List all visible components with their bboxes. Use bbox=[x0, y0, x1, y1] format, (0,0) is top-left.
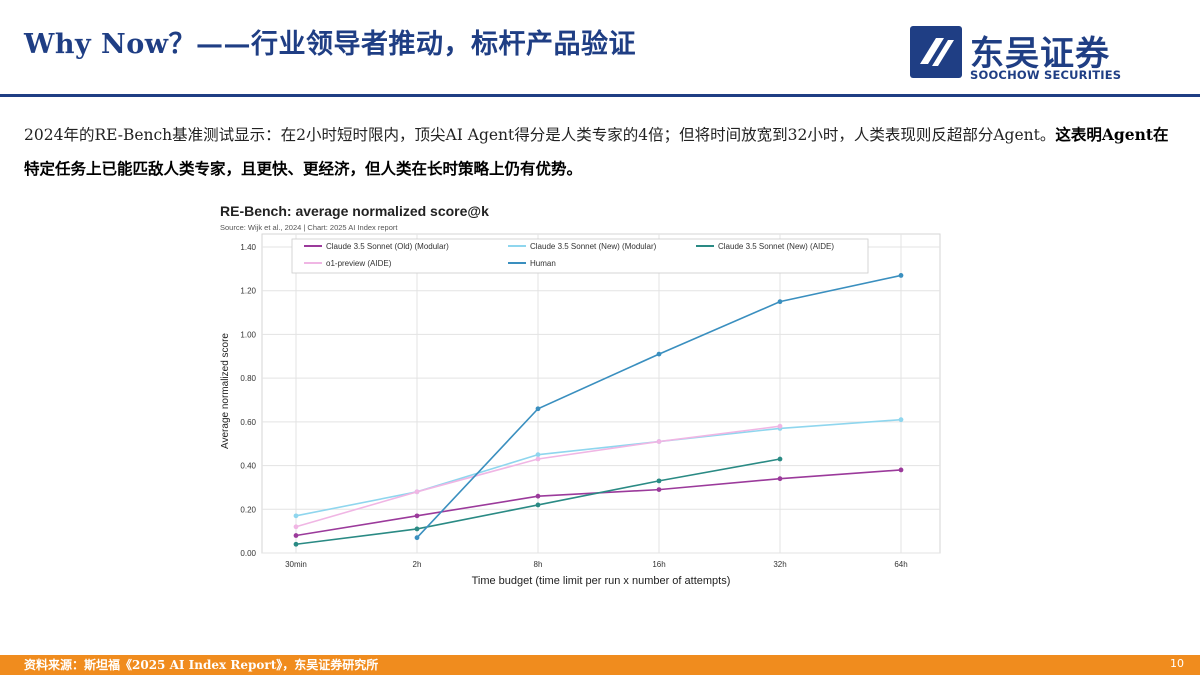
x-tick-label: 16h bbox=[652, 560, 665, 569]
y-tick-label: 0.40 bbox=[240, 462, 256, 471]
footer-bar: 资料来源：斯坦福《2025 AI Index Report》，东吴证券研究所 1… bbox=[0, 655, 1200, 675]
data-point bbox=[898, 273, 904, 278]
x-tick-label: 2h bbox=[413, 560, 422, 569]
data-point bbox=[656, 351, 662, 357]
legend-label: Human bbox=[530, 259, 556, 268]
y-tick-label: 1.00 bbox=[240, 330, 256, 339]
header-divider bbox=[0, 94, 1200, 97]
y-axis-label: Average normalized score bbox=[220, 333, 231, 449]
legend: Claude 3.5 Sonnet (Old) (Modular) Claude … bbox=[291, 238, 869, 274]
data-point bbox=[414, 489, 420, 495]
series-2 bbox=[293, 456, 783, 547]
data-point bbox=[777, 456, 783, 462]
logo-text-en: SOOCHOW SECURITIES bbox=[970, 68, 1122, 82]
data-point bbox=[293, 533, 299, 538]
data-point bbox=[777, 476, 783, 482]
data-point bbox=[414, 535, 420, 541]
data-point bbox=[293, 513, 299, 519]
x-tick-label: 30min bbox=[285, 560, 307, 569]
y-tick-label: 1.20 bbox=[240, 287, 256, 296]
legend-label: Claude 3.5 Sonnet (New) (Modular) bbox=[530, 242, 657, 251]
y-tick-label: 0.20 bbox=[240, 505, 256, 514]
y-tick-label: 0.60 bbox=[240, 418, 256, 427]
data-point bbox=[535, 456, 541, 462]
logo-text-cn: 东吴证券 bbox=[970, 34, 1110, 74]
x-tick-label: 32h bbox=[773, 560, 786, 569]
data-point bbox=[414, 513, 420, 519]
series-3 bbox=[293, 423, 783, 530]
data-point bbox=[777, 299, 783, 305]
data-point bbox=[535, 406, 541, 412]
y-tick-label: 0.80 bbox=[240, 374, 256, 383]
legend-label: Claude 3.5 Sonnet (New) (AIDE) bbox=[718, 242, 834, 251]
data-point bbox=[414, 526, 420, 532]
company-logo: 东吴证券 SOOCHOW SECURITIES bbox=[910, 26, 1130, 82]
axis-layer: 0.00 0.20 0.40 0.60 0.80 1.00 1.20 1.40 30min 2h 8… bbox=[240, 243, 907, 569]
footer-source: 资料来源：斯坦福《2025 AI Index Report》，东吴证券研究所 bbox=[24, 658, 379, 672]
x-tick-label: 64h bbox=[894, 560, 907, 569]
chart-subtitle: Source: Wijk et al., 2024 | Chart: 2025 … bbox=[220, 223, 398, 232]
data-point bbox=[656, 439, 662, 444]
series-line bbox=[295, 418, 902, 517]
data-point bbox=[656, 478, 662, 484]
data-point bbox=[656, 487, 662, 493]
data-point bbox=[535, 452, 541, 458]
chart-svg: RE-Bench: average normalized score@k Sou… bbox=[200, 196, 960, 596]
x-tick-label: 8h bbox=[534, 560, 543, 569]
data-point bbox=[535, 502, 541, 508]
legend-label: Claude 3.5 Sonnet (Old) (Modular) bbox=[326, 242, 449, 251]
body-text-normal: 2024年的RE-Bench基准测试显示：在2小时短时限内，顶尖AI Agent… bbox=[24, 126, 1056, 144]
data-point bbox=[898, 417, 904, 423]
data-point bbox=[898, 467, 904, 473]
x-axis-label: Time budget (time limit per run x number… bbox=[472, 575, 731, 587]
body-text-bold: 这表明Agent在特定任务上已能匹敌人类专家，且更快、更经济，但人类在长时策略上… bbox=[24, 125, 1169, 178]
page-title: Why Now？——行业领导者推动，标杆产品验证 bbox=[24, 29, 636, 60]
logo-mark-icon bbox=[910, 26, 962, 78]
legend-label: o1-preview (AIDE) bbox=[326, 259, 392, 268]
chart-title: RE-Bench: average normalized score@k bbox=[220, 203, 489, 219]
y-tick-label: 0.00 bbox=[240, 549, 256, 558]
series-layer bbox=[293, 273, 904, 547]
data-point bbox=[535, 493, 541, 499]
y-tick-label: 1.40 bbox=[240, 243, 256, 252]
re-bench-chart: RE-Bench: average normalized score@k Sou… bbox=[200, 196, 960, 596]
legend-box bbox=[291, 238, 869, 274]
body-paragraph: 2024年的RE-Bench基准测试显示：在2小时短时限内，顶尖AI Agent… bbox=[24, 118, 1174, 186]
data-point bbox=[293, 524, 299, 530]
series-4 bbox=[414, 273, 904, 541]
data-point bbox=[293, 541, 299, 547]
data-point bbox=[777, 423, 783, 429]
page-number: 10 bbox=[1170, 657, 1184, 670]
